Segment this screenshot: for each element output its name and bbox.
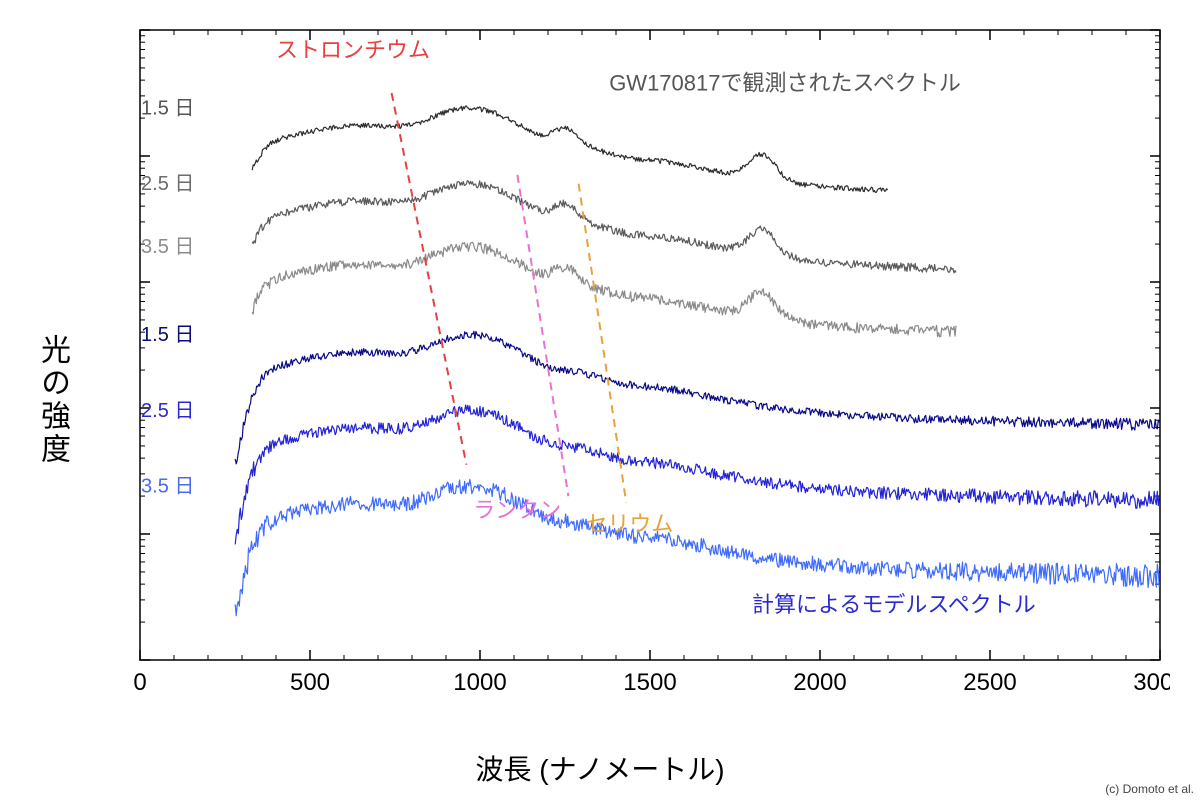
strontium-marker-line [392,93,467,465]
series-label-mod-1.5d: 1.5 日 [141,324,194,346]
spectrum-mod-2.5d [235,405,1159,544]
x-tick-label: 500 [290,669,330,696]
credit-text: (c) Domoto et al. [1105,782,1194,796]
lanthanum-label: ランタン [473,498,561,523]
series-group [235,106,1159,616]
model-title: 計算によるモデルスペクトル [752,592,1036,617]
strontium-label: ストロンチウム [276,38,430,63]
x-tick-label: 1000 [453,669,506,696]
plot-area: 0 500 1000 1500 2000 2500 3000 1.5 日 2.5 日 3.5 日 1… [110,20,1170,710]
x-tick-label: 3000 [1133,669,1170,696]
x-tick-label: 2500 [963,669,1016,696]
x-axis-label: 波長 (ナノメートル) [475,748,724,788]
x-tick-label: 0 [133,669,146,696]
series-label-obs-2.5d: 2.5 日 [141,173,194,195]
x-tick-label: 2000 [793,669,846,696]
y-axis-label: 光の強度 [30,334,74,466]
spectrum-chart: 0 500 1000 1500 2000 2500 3000 1.5 日 2.5 日 3.5 日 1… [110,20,1170,710]
series-label-mod-2.5d: 2.5 日 [141,400,194,422]
observed-title: GW170817で観測されたスペクトル [609,70,961,95]
series-label-obs-3.5d: 3.5 日 [141,236,194,258]
spectrum-obs-1.5d [252,106,888,192]
series-label-obs-1.5d: 1.5 日 [141,97,194,119]
spectrum-obs-3.5d [252,242,956,336]
cerium-label: セリウム [585,511,673,536]
x-tick-label: 1500 [623,669,676,696]
spectrum-obs-2.5d [252,181,956,273]
series-label-mod-3.5d: 3.5 日 [141,475,194,497]
spectrum-mod-1.5d [235,331,1159,464]
